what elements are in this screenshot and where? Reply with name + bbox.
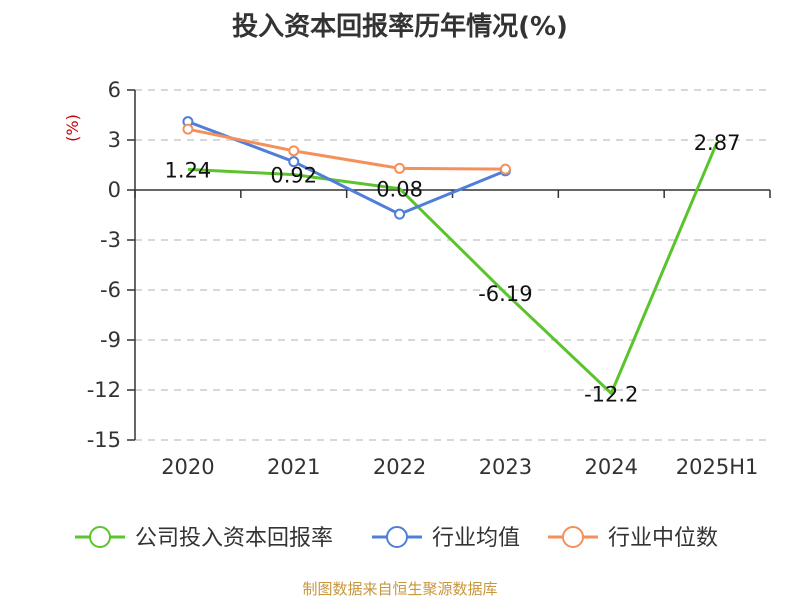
legend-marker: [89, 526, 111, 548]
data-label: -12.2: [584, 382, 638, 406]
legend-marker: [386, 526, 408, 548]
x-tick-label: 2021: [267, 455, 320, 479]
axes: 6 3 0 -3 -6 -9 -12 -15 2020 2021 2022 2023 2024 2025H…: [63, 78, 771, 479]
x-tick-label: 2020: [161, 455, 214, 479]
data-label: 0.08: [376, 178, 423, 202]
data-point: [288, 145, 300, 157]
y-axis-unit-label: (%): [63, 114, 82, 142]
y-tick-label: 0: [108, 178, 121, 202]
y-tick-label: -6: [100, 278, 121, 302]
data-label: 1.24: [165, 158, 212, 182]
y-tick-label: -12: [87, 378, 121, 402]
data-point: [394, 208, 406, 220]
data-label: -6.19: [478, 282, 532, 306]
y-tick-label: -3: [100, 228, 121, 252]
x-tick-label: 2023: [479, 455, 532, 479]
data-source-note: 制图数据来自恒生聚源数据库: [302, 580, 498, 598]
legend-item-3[interactable]: 行业中位数: [548, 526, 718, 551]
legend-label: 公司投入资本回报率: [135, 526, 333, 551]
legend-item-2[interactable]: 行业均值: [372, 526, 520, 551]
data-point: [499, 163, 511, 175]
y-tick-label: -9: [100, 328, 121, 352]
data-point: [288, 156, 300, 168]
series-line-3: [187, 127, 506, 171]
legend-item-1[interactable]: 公司投入资本回报率: [75, 526, 333, 551]
y-tick-label: 3: [108, 128, 121, 152]
data-labels: 1.24 0.92 0.08 -6.19 -12.2 2.87: [165, 131, 741, 406]
series-line-1: [187, 141, 719, 395]
data-point: [182, 123, 194, 135]
chart-title: 投入资本回报率历年情况(%): [232, 12, 568, 42]
series-lines: [182, 116, 719, 395]
data-label: 0.92: [270, 164, 317, 188]
y-tick-label: 6: [108, 78, 121, 102]
x-tick-label: 2024: [585, 455, 638, 479]
data-label: 2.87: [694, 131, 741, 155]
y-tick-label: -15: [87, 428, 121, 452]
series-line-2: [187, 120, 506, 216]
data-point: [394, 162, 406, 174]
legend-marker: [562, 526, 584, 548]
x-tick-label: 2025H1: [676, 455, 759, 479]
x-tick-label: 2022: [373, 455, 426, 479]
grid-lines: [135, 89, 770, 441]
legend[interactable]: 公司投入资本回报率 行业均值 行业中位数: [75, 526, 718, 551]
legend-label: 行业均值: [432, 526, 520, 551]
legend-label: 行业中位数: [608, 526, 718, 551]
